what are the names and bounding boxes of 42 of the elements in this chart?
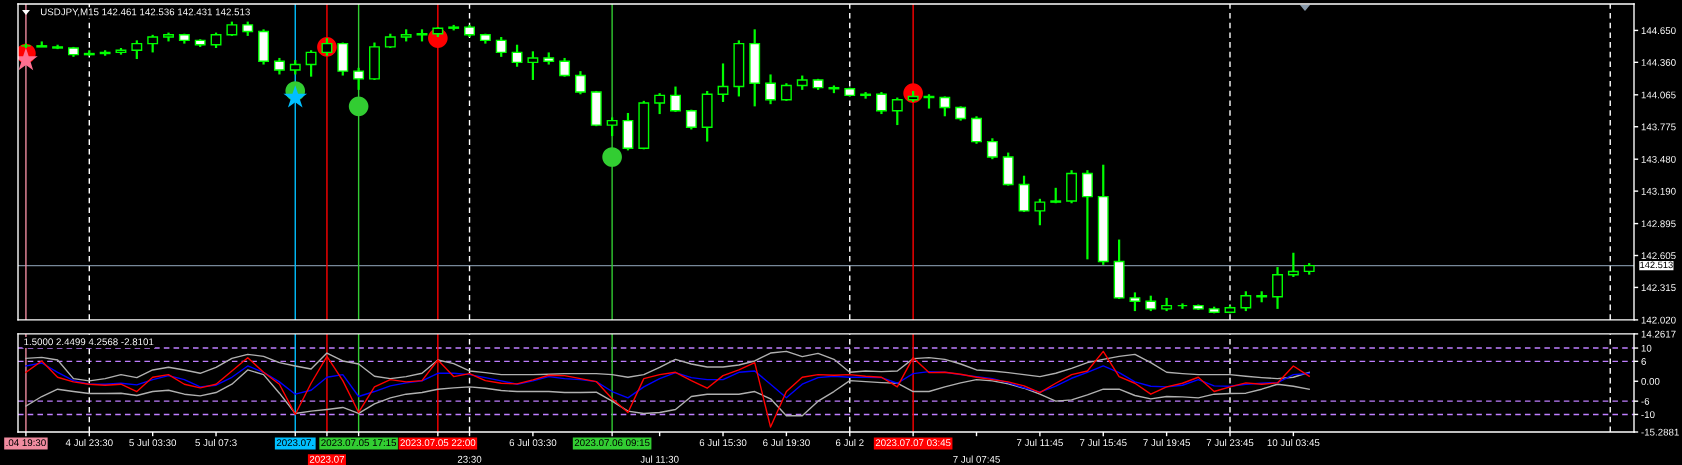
x-tick-label: 5 Jul 03:30 xyxy=(129,438,177,447)
y-tick-label: 142.605 xyxy=(1641,252,1676,260)
x-tick-label: Jul 11:30 xyxy=(640,455,679,463)
x-tick-label: 7 Jul 11:45 xyxy=(1016,438,1063,447)
y-tick-label: -10 xyxy=(1641,411,1655,419)
x-tick-label: 4 Jul 23:30 xyxy=(65,438,113,447)
y-tick-label: 10 xyxy=(1641,344,1652,352)
y-tick-label: 144.065 xyxy=(1641,91,1676,99)
y-tick-label: -15.2881 xyxy=(1641,428,1679,436)
y-tick-label: 14.2617 xyxy=(1641,330,1676,338)
y-tick-label: -6 xyxy=(1641,397,1650,405)
x-tick-label: 23:30 xyxy=(457,455,482,463)
x-tick-label: 7 Jul 23:45 xyxy=(1206,438,1254,447)
y-tick-label: 142.020 xyxy=(1641,316,1676,324)
y-tick-label: 0.00 xyxy=(1641,377,1660,385)
x-tick-label: 2023.07.07 03:45 xyxy=(875,439,951,447)
x-tick-label: 2023.07.06 09:15 xyxy=(574,439,650,447)
y-tick-label: 142.895 xyxy=(1641,220,1676,228)
y-tick-label: 6 xyxy=(1641,358,1646,365)
y-tick-label: 142.315 xyxy=(1641,284,1676,292)
chart-title: 1.5000 2.4499 4.2568 -2.8101 xyxy=(24,338,154,346)
y-tick-label: 144.360 xyxy=(1641,59,1676,66)
x-tick-label: 6 Jul 19:30 xyxy=(763,438,810,447)
x-tick-label: 7 Jul 07:45 xyxy=(953,455,1000,463)
x-tick-label: .04 19:30 xyxy=(6,439,46,447)
x-tick-label: 7 Jul 19:45 xyxy=(1143,438,1191,447)
x-tick-label: 6 Jul 03:30 xyxy=(509,438,557,447)
ref-line-label: 142.513 xyxy=(1640,261,1673,269)
x-tick-label: 2023.07 xyxy=(309,455,345,463)
x-tick-label: 7 Jul 15:45 xyxy=(1079,438,1127,447)
x-tick-label: 10 Jul 03:45 xyxy=(1267,438,1320,447)
x-tick-label: 6 Jul 2 xyxy=(835,438,864,447)
y-tick-label: 143.190 xyxy=(1641,187,1676,195)
x-tick-label: 6 Jul 15:30 xyxy=(699,438,747,447)
chart-title: USDJPY,M15 142.461 142.536 142.431 142.513 xyxy=(40,8,250,17)
y-tick-label: 144.650 xyxy=(1641,27,1676,35)
x-tick-label: 5 Jul 07:3 xyxy=(195,438,237,447)
y-tick-label: 143.480 xyxy=(1641,155,1676,163)
x-tick-label: 2023.07. xyxy=(276,439,314,447)
x-tick-label: 2023.07.05 17:15 xyxy=(321,439,397,447)
x-tick-label: 2023.07.05 22:00 xyxy=(400,439,476,447)
y-tick-label: 143.775 xyxy=(1641,123,1676,131)
